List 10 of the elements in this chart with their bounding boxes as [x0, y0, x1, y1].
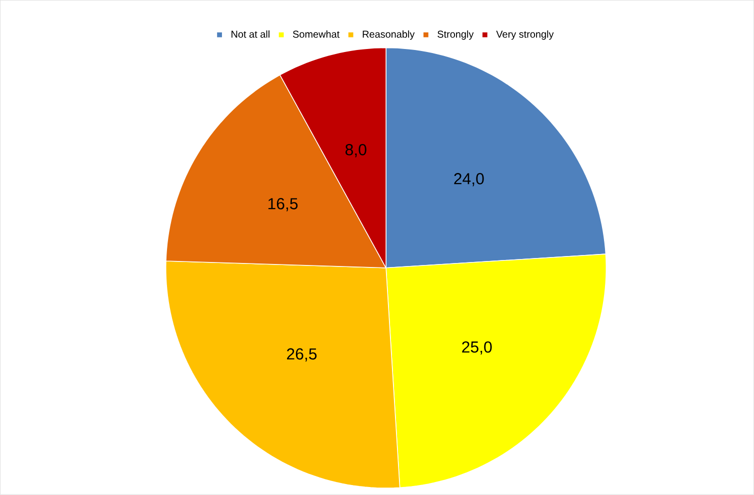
data-label: 8,0 [345, 144, 366, 158]
data-label: 16,5 [268, 198, 298, 212]
legend-label: Not at all [232, 30, 270, 38]
data-label: 24,0 [454, 173, 484, 186]
data-label: 25,0 [462, 342, 492, 355]
legend-label: Very strongly [496, 30, 554, 40]
legend-label: Reasonably [362, 30, 415, 40]
legend-label: Somewhat [292, 30, 340, 38]
data-label: 26,5 [287, 348, 317, 362]
legend-label: Strongly [438, 30, 474, 40]
